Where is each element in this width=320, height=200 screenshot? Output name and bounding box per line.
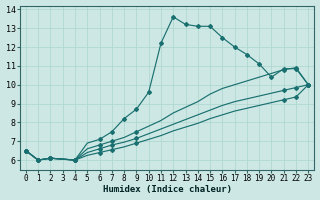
X-axis label: Humidex (Indice chaleur): Humidex (Indice chaleur) [103,185,232,194]
